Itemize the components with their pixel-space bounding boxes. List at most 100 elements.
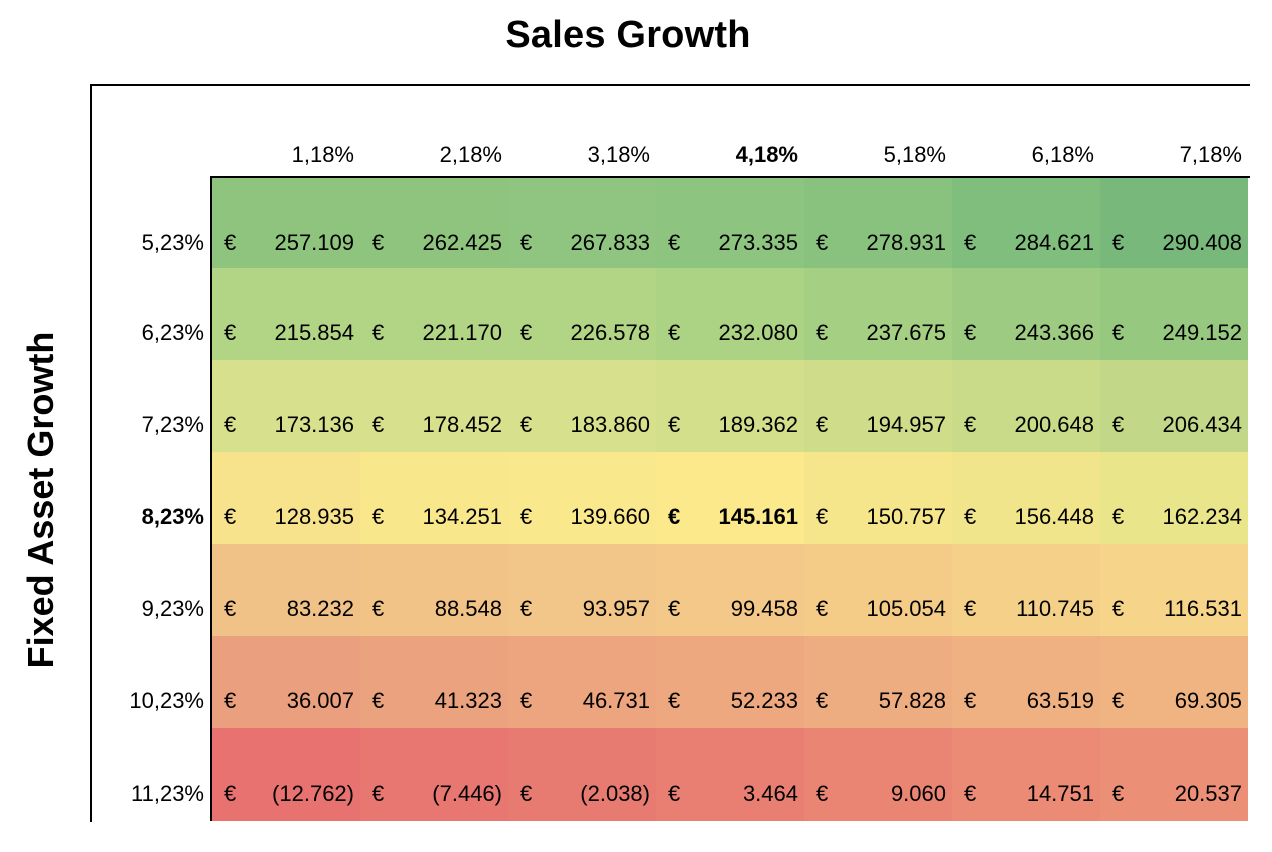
currency-symbol: € (668, 504, 681, 529)
cell-value: 162.234 (1162, 504, 1242, 529)
table-cell: €262.425 (360, 178, 508, 270)
table-cell: €173.136 (212, 360, 360, 452)
currency-symbol: € (668, 320, 681, 345)
currency-symbol: € (1112, 412, 1125, 437)
currency-symbol: € (372, 781, 385, 806)
table-cell: €63.519 (952, 636, 1100, 728)
currency-symbol: € (816, 688, 829, 713)
table-cell: €226.578 (508, 268, 656, 360)
cell-value: 63.519 (1026, 688, 1094, 713)
chart-title: Sales Growth (0, 14, 1272, 57)
cell-value: 99.458 (730, 596, 798, 621)
cell-value: (2.038) (580, 781, 650, 806)
table-cell: €183.860 (508, 360, 656, 452)
cell-value: 36.007 (286, 688, 354, 713)
cell-value: 139.660 (570, 504, 650, 529)
row-header: 7,23% (141, 412, 204, 437)
cell-value: 290.408 (1162, 230, 1242, 255)
cell-value: 267.833 (570, 230, 650, 255)
currency-symbol: € (520, 320, 533, 345)
cell-value: 105.054 (866, 596, 946, 621)
cell-value: 273.335 (718, 230, 798, 255)
cell-value: 9.060 (890, 781, 946, 806)
table-cell: €128.935 (212, 452, 360, 544)
cell-value: 206.434 (1162, 412, 1242, 437)
table-cell: €150.757 (804, 452, 952, 544)
table-cell: €221.170 (360, 268, 508, 360)
currency-symbol: € (224, 781, 237, 806)
column-header: 1,18% (291, 142, 354, 167)
cell-value: 189.362 (718, 412, 798, 437)
y-axis-label-container: Fixed Asset Growth (0, 300, 80, 700)
cell-value: 194.957 (866, 412, 946, 437)
cell-value: 93.957 (582, 596, 650, 621)
currency-symbol: € (520, 504, 533, 529)
currency-symbol: € (964, 781, 977, 806)
cell-value: 128.935 (274, 504, 354, 529)
cell-value: 257.109 (274, 230, 354, 255)
currency-symbol: € (816, 320, 829, 345)
row-header: 11,23% (131, 781, 204, 806)
currency-symbol: € (668, 688, 681, 713)
table-cell: €189.362 (656, 360, 804, 452)
table-cell: €105.054 (804, 544, 952, 636)
currency-symbol: € (964, 320, 977, 345)
table-cell: €284.621 (952, 178, 1100, 270)
cell-value: 41.323 (434, 688, 502, 713)
cell-value: 150.757 (866, 504, 946, 529)
cell-value: 232.080 (718, 320, 798, 345)
table-cell: €267.833 (508, 178, 656, 270)
currency-symbol: € (816, 504, 829, 529)
row-header: 10,23% (129, 688, 204, 713)
row-header: 6,23% (141, 320, 204, 345)
cell-value: 88.548 (434, 596, 502, 621)
table-cell: € (2.038) (508, 728, 656, 821)
table-cell: €156.448 (952, 452, 1100, 544)
table-cell: €69.305 (1100, 636, 1248, 728)
table-cell: €243.366 (952, 268, 1100, 360)
cell-value: (7.446) (432, 781, 502, 806)
table-cell: €139.660 (508, 452, 656, 544)
currency-symbol: € (372, 596, 385, 621)
table-cell: €41.323 (360, 636, 508, 728)
table-cell: € (12.762) (212, 728, 360, 821)
currency-symbol: € (1112, 781, 1125, 806)
cell-value: (12.762) (272, 781, 354, 806)
cell-value: 134.251 (422, 504, 502, 529)
column-header: 3,18% (587, 142, 650, 167)
cell-value: 243.366 (1014, 320, 1094, 345)
cell-value: 69.305 (1174, 688, 1242, 713)
currency-symbol: € (520, 412, 533, 437)
row-header: 8,23% (141, 504, 204, 529)
table-cell: €257.109 (212, 178, 360, 270)
cell-value: 145.161 (718, 504, 798, 529)
table-cell: €14.751 (952, 728, 1100, 821)
cell-value: 110.745 (1016, 596, 1094, 621)
table-cell: €237.675 (804, 268, 952, 360)
currency-symbol: € (668, 412, 681, 437)
currency-symbol: € (816, 596, 829, 621)
currency-symbol: € (1112, 320, 1125, 345)
currency-symbol: € (224, 320, 237, 345)
column-header: 5,18% (883, 142, 946, 167)
currency-symbol: € (372, 412, 385, 437)
grid-border (210, 176, 1250, 821)
cell-value: 156.448 (1014, 504, 1094, 529)
currency-symbol: € (224, 230, 237, 255)
cell-value: 278.931 (866, 230, 946, 255)
currency-symbol: € (964, 596, 977, 621)
currency-symbol: € (816, 781, 829, 806)
currency-symbol: € (1112, 504, 1125, 529)
table-cell: €57.828 (804, 636, 952, 728)
cell-value: 284.621 (1014, 230, 1094, 255)
currency-symbol: € (372, 688, 385, 713)
table-cell: €278.931 (804, 178, 952, 270)
cell-value: 46.731 (582, 688, 650, 713)
column-header: 6,18% (1031, 142, 1094, 167)
left-border-line (90, 84, 92, 822)
column-header: 2,18% (439, 142, 502, 167)
table-cell: €145.161 (656, 452, 804, 544)
row-header: 5,23% (141, 230, 204, 255)
table-cell: €3.464 (656, 728, 804, 821)
table-cell: €178.452 (360, 360, 508, 452)
